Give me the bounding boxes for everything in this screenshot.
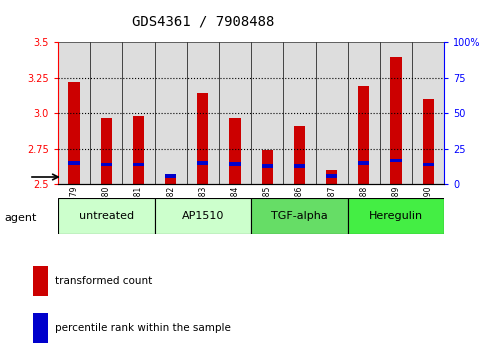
FancyBboxPatch shape	[348, 198, 444, 234]
Text: agent: agent	[5, 213, 37, 223]
Bar	[348, 42, 380, 184]
Bar	[100, 118, 112, 184]
Bar	[33, 313, 48, 343]
Bar	[165, 174, 176, 178]
Text: percentile rank within the sample: percentile rank within the sample	[55, 322, 230, 333]
FancyBboxPatch shape	[155, 198, 251, 234]
Bar	[33, 266, 48, 296]
Bar	[380, 42, 412, 184]
Bar	[251, 42, 284, 184]
Bar	[229, 162, 241, 166]
Bar	[69, 82, 80, 184]
Bar	[133, 116, 144, 184]
Bar	[69, 161, 80, 165]
Bar	[90, 42, 122, 184]
Text: GDS4361 / 7908488: GDS4361 / 7908488	[132, 14, 274, 28]
Bar	[100, 163, 112, 166]
Bar	[229, 118, 241, 184]
Text: transformed count: transformed count	[55, 276, 152, 286]
Bar	[187, 42, 219, 184]
Bar	[219, 42, 251, 184]
Text: Heregulin: Heregulin	[369, 211, 423, 221]
Bar	[262, 164, 273, 168]
Bar	[390, 159, 402, 162]
Bar	[412, 42, 444, 184]
Bar	[197, 93, 209, 184]
Bar	[423, 163, 434, 166]
Bar	[284, 42, 315, 184]
Text: TGF-alpha: TGF-alpha	[271, 211, 328, 221]
Bar	[262, 150, 273, 184]
Bar	[358, 86, 369, 184]
Bar	[58, 42, 90, 184]
Bar	[358, 161, 369, 165]
Bar	[155, 42, 187, 184]
Bar	[294, 164, 305, 168]
Bar	[133, 163, 144, 166]
Bar	[390, 57, 402, 184]
Bar	[315, 42, 348, 184]
Bar	[294, 126, 305, 184]
FancyBboxPatch shape	[251, 198, 348, 234]
Bar	[165, 176, 176, 184]
Text: AP1510: AP1510	[182, 211, 224, 221]
Bar	[326, 174, 337, 178]
Bar	[326, 170, 337, 184]
Bar	[197, 161, 209, 165]
Text: untreated: untreated	[79, 211, 134, 221]
FancyBboxPatch shape	[58, 198, 155, 234]
Bar	[423, 99, 434, 184]
Bar	[122, 42, 155, 184]
